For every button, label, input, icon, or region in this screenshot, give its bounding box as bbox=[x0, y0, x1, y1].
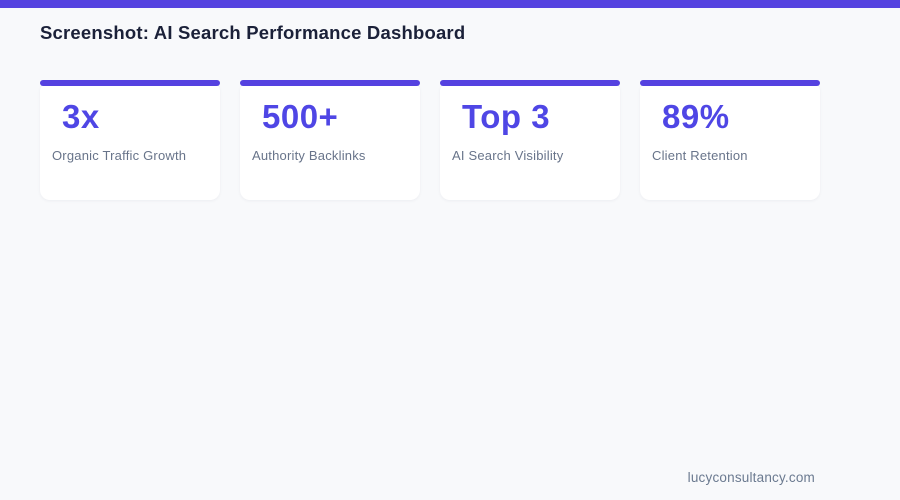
card-accent-bar bbox=[440, 80, 620, 86]
stats-row: 3x Organic Traffic Growth 500+ Authority… bbox=[40, 80, 820, 200]
card-accent-bar bbox=[40, 80, 220, 86]
stat-card-organic-traffic: 3x Organic Traffic Growth bbox=[40, 80, 220, 200]
stat-value: 500+ bbox=[262, 98, 339, 135]
stat-label: AI Search Visibility bbox=[452, 148, 564, 163]
stat-label: Authority Backlinks bbox=[252, 148, 366, 163]
footer-domain: lucyconsultancy.com bbox=[687, 470, 815, 485]
stat-card-ai-visibility: Top 3 AI Search Visibility bbox=[440, 80, 620, 200]
stat-value: 89% bbox=[662, 98, 730, 135]
stat-card-body: 500+ Authority Backlinks bbox=[240, 83, 420, 200]
card-accent-bar bbox=[640, 80, 820, 86]
stat-card-backlinks: 500+ Authority Backlinks bbox=[240, 80, 420, 200]
stat-card-body: 3x Organic Traffic Growth bbox=[40, 83, 220, 200]
card-accent-bar bbox=[240, 80, 420, 86]
stat-value: Top 3 bbox=[462, 98, 551, 135]
stat-label: Client Retention bbox=[652, 148, 748, 163]
stat-value: 3x bbox=[62, 98, 100, 135]
stat-card-retention: 89% Client Retention bbox=[640, 80, 820, 200]
stat-label: Organic Traffic Growth bbox=[52, 148, 187, 163]
stat-card-body: 89% Client Retention bbox=[640, 83, 820, 200]
page-title: Screenshot: AI Search Performance Dashbo… bbox=[40, 22, 466, 43]
stat-card-body: Top 3 AI Search Visibility bbox=[440, 83, 620, 200]
top-accent-bar bbox=[0, 0, 900, 8]
